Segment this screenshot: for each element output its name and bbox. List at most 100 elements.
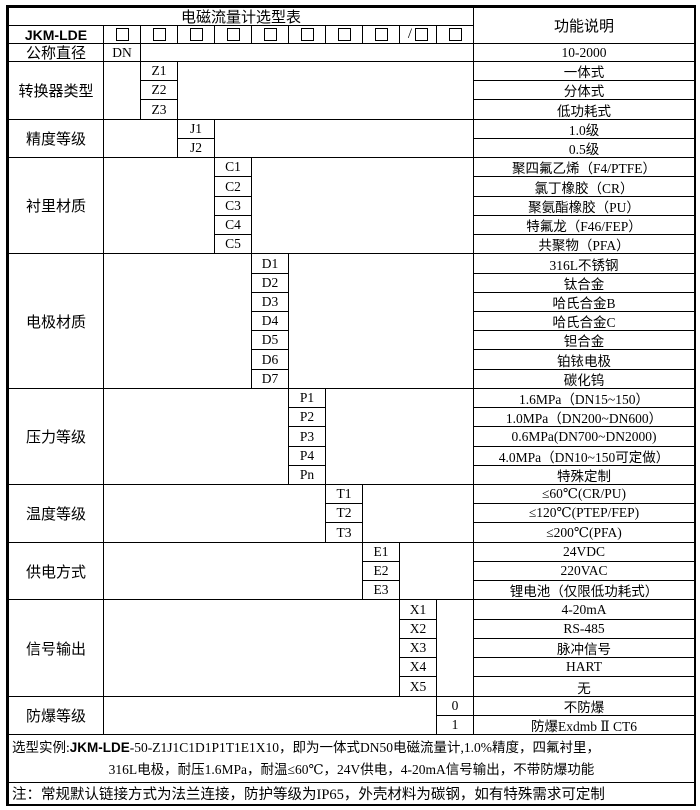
left-span-cell <box>103 542 363 600</box>
code-cell-J2: J2 <box>177 138 215 158</box>
model-checkbox-cell <box>177 25 215 44</box>
code-cell-X2: X2 <box>399 619 437 639</box>
desc-cell-P4: 4.0MPa（DN10~150可定做） <box>473 446 695 466</box>
desc-cell-D3: 哈氏合金B <box>473 292 695 312</box>
desc-cell-C1: 聚四氟乙烯（F4/PTFE） <box>473 157 695 177</box>
group-label-5: 电极材质 <box>8 253 104 389</box>
right-span-cell <box>251 157 474 254</box>
code-cell-T3: T3 <box>325 522 363 543</box>
code-cell-D2: D2 <box>251 273 289 293</box>
model-checkbox-cell: / <box>399 25 437 44</box>
code-cell-P1: P1 <box>288 388 326 408</box>
desc-cell-1: 防爆Exdmb Ⅱ CT6 <box>473 715 695 735</box>
desc-cell-D1: 316L不锈钢 <box>473 253 695 274</box>
model-checkbox-cell <box>214 25 252 44</box>
checkbox-icon <box>115 28 129 41</box>
desc-cell-P1: 1.6MPa（DN15~150） <box>473 388 695 408</box>
desc-cell-E1: 24VDC <box>473 542 695 562</box>
desc-cell-Pn: 特殊定制 <box>473 465 695 485</box>
function-description-header: 功能说明 <box>473 7 695 44</box>
desc-cell-X5: 无 <box>473 676 695 697</box>
code-cell-X1: X1 <box>399 599 437 620</box>
checkbox-icon <box>189 28 203 41</box>
group-label-10: 防爆等级 <box>8 696 104 735</box>
checkbox-icon <box>374 28 388 41</box>
desc-cell-T1: ≤60℃(CR/PU) <box>473 484 695 504</box>
model-checkbox-cell <box>288 25 326 44</box>
group-label-2: 转换器类型 <box>8 61 104 120</box>
right-span-cell <box>177 61 474 120</box>
code-cell-E3: E3 <box>362 580 400 600</box>
right-span-cell <box>288 253 474 389</box>
desc-cell-DN: 10-2000 <box>473 43 695 62</box>
desc-cell-X2: RS-485 <box>473 619 695 639</box>
code-cell-C5: C5 <box>214 234 252 254</box>
desc-cell-Z2: 分体式 <box>473 80 695 100</box>
code-cell-C1: C1 <box>214 157 252 177</box>
desc-cell-0: 不防爆 <box>473 696 695 716</box>
group-label-9: 信号输出 <box>8 599 104 697</box>
model-checkbox-cell <box>140 25 178 44</box>
code-cell-C4: C4 <box>214 215 252 235</box>
desc-cell-T2: ≤120℃(PTEP/FEP) <box>473 503 695 523</box>
left-span-cell <box>103 119 178 158</box>
left-span-cell <box>103 61 141 120</box>
desc-cell-E2: 220VAC <box>473 561 695 581</box>
code-cell-P3: P3 <box>288 426 326 447</box>
model-checkbox-cell <box>251 25 289 44</box>
code-cell-X4: X4 <box>399 657 437 677</box>
checkbox-icon <box>226 28 240 41</box>
right-span-cell <box>436 599 474 697</box>
example-model-code: JKM-LDE <box>69 739 130 755</box>
left-span-cell <box>103 696 437 735</box>
code-cell-T1: T1 <box>325 484 363 504</box>
model-checkbox-cell <box>103 25 141 44</box>
group-label-3: 精度等级 <box>8 119 104 158</box>
checkbox-icon <box>263 28 277 41</box>
group-label-6: 压力等级 <box>8 388 104 485</box>
example-line1: 选型实例:JKM-LDE-50-Z1J1C1D1P1T1E1X10，即为一体式D… <box>9 737 694 759</box>
model-checkbox-cell <box>436 25 474 44</box>
desc-cell-J2: 0.5级 <box>473 138 695 158</box>
desc-cell-Z3: 低功耗式 <box>473 99 695 120</box>
code-cell-Z2: Z2 <box>140 80 178 100</box>
code-cell-DN: DN <box>103 43 141 62</box>
right-span-cell <box>325 388 474 485</box>
right-span-cell <box>214 119 474 158</box>
right-span-cell <box>362 484 474 543</box>
code-cell-Z1: Z1 <box>140 61 178 81</box>
code-cell-D4: D4 <box>251 311 289 331</box>
checkbox-icon <box>448 28 462 41</box>
note-text: 注：常规默认链接方式为法兰连接，防护等级为IP65，外壳材料为碳钢，如有特殊需求… <box>8 782 695 805</box>
checkbox-icon <box>415 28 429 41</box>
code-cell-D7: D7 <box>251 369 289 389</box>
code-cell-Z3: Z3 <box>140 99 178 120</box>
desc-cell-C2: 氯丁橡胶（CR） <box>473 176 695 197</box>
desc-cell-D7: 碳化钨 <box>473 369 695 389</box>
code-cell-D5: D5 <box>251 330 289 350</box>
desc-cell-D2: 钛合金 <box>473 273 695 293</box>
code-cell-1: 1 <box>436 715 474 735</box>
code-cell-X5: X5 <box>399 676 437 697</box>
code-cell-P2: P2 <box>288 407 326 427</box>
model-prefix: JKM-LDE <box>8 25 104 44</box>
selection-table: 电磁流量计选型表 功能说明 JKM-LDE 选型实例:JKM-LDE-50-Z1… <box>6 5 696 806</box>
right-span-cell <box>140 43 474 62</box>
example-prefix: 选型实例: <box>12 739 70 755</box>
desc-cell-P3: 0.6MPa(DN700~DN2000) <box>473 426 695 447</box>
code-cell-E1: E1 <box>362 542 400 562</box>
code-cell-0: 0 <box>436 696 474 716</box>
desc-cell-C4: 特氟龙（F46/FEP） <box>473 215 695 235</box>
desc-cell-X4: HART <box>473 657 695 677</box>
right-span-cell <box>399 542 474 600</box>
code-cell-C2: C2 <box>214 176 252 197</box>
code-cell-E2: E2 <box>362 561 400 581</box>
desc-cell-C3: 聚氨酯橡胶（PU） <box>473 196 695 216</box>
desc-cell-T3: ≤200℃(PFA) <box>473 522 695 543</box>
code-cell-T2: T2 <box>325 503 363 523</box>
example-text: 选型实例:JKM-LDE-50-Z1J1C1D1P1T1E1X10，即为一体式D… <box>8 734 695 783</box>
code-cell-J1: J1 <box>177 119 215 139</box>
group-label-7: 温度等级 <box>8 484 104 543</box>
left-span-cell <box>103 484 326 543</box>
left-span-cell <box>103 388 289 485</box>
